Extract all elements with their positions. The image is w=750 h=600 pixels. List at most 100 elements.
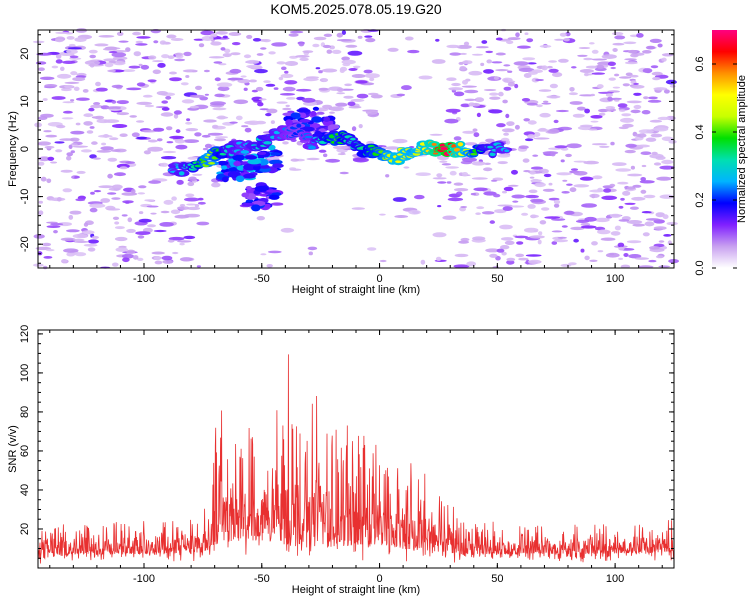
noise-speckle	[618, 126, 629, 130]
noise-speckle	[624, 149, 636, 154]
noise-speckle	[55, 31, 69, 34]
noise-speckle	[610, 231, 621, 236]
noise-speckle	[153, 40, 159, 44]
noise-speckle	[513, 61, 529, 66]
noise-speckle	[184, 197, 200, 202]
noise-speckle	[568, 92, 579, 96]
noise-speckle	[458, 240, 470, 244]
noise-speckle	[499, 224, 513, 230]
noise-speckle	[74, 37, 87, 42]
noise-speckle	[537, 239, 542, 245]
noise-speckle	[57, 222, 72, 227]
noise-speckle	[591, 72, 605, 75]
signal-blob	[257, 151, 267, 155]
noise-speckle	[488, 109, 503, 114]
noise-speckle	[87, 247, 96, 252]
noise-speckle	[600, 237, 616, 241]
noise-speckle	[157, 62, 166, 68]
noise-speckle	[154, 260, 163, 265]
noise-speckle	[524, 227, 539, 233]
noise-speckle	[592, 175, 603, 180]
noise-speckle	[258, 98, 267, 101]
noise-speckle	[583, 57, 593, 61]
noise-speckle	[607, 61, 617, 66]
noise-speckle	[42, 98, 48, 101]
noise-speckle	[301, 97, 316, 103]
signal-blob	[266, 166, 278, 174]
noise-speckle	[503, 86, 512, 91]
noise-speckle	[161, 100, 168, 104]
colorbar-tick-label: 0.0	[694, 260, 706, 275]
noise-speckle	[216, 82, 233, 88]
noise-speckle	[514, 235, 529, 239]
noise-speckle	[526, 38, 534, 43]
noise-speckle	[246, 120, 261, 126]
noise-speckle	[644, 221, 655, 227]
noise-speckle	[121, 192, 138, 196]
noise-speckle	[66, 155, 72, 161]
noise-speckle	[625, 143, 637, 148]
noise-speckle	[623, 253, 629, 257]
noise-speckle	[649, 38, 662, 44]
noise-speckle	[169, 135, 185, 139]
noise-speckle	[605, 252, 620, 258]
noise-speckle	[642, 50, 652, 54]
noise-speckle	[55, 54, 62, 59]
noise-speckle	[435, 38, 440, 42]
noise-speckle	[302, 50, 314, 53]
noise-speckle	[173, 113, 179, 119]
noise-speckle	[515, 253, 525, 258]
noise-speckle	[481, 40, 488, 44]
noise-speckle	[122, 253, 134, 259]
noise-speckle	[227, 77, 244, 81]
noise-speckle	[396, 93, 406, 97]
noise-speckle	[70, 99, 75, 102]
noise-speckle	[511, 194, 526, 199]
noise-speckle	[460, 103, 471, 108]
noise-speckle	[256, 53, 264, 56]
noise-speckle	[550, 151, 556, 157]
noise-speckle	[351, 74, 366, 78]
noise-speckle	[321, 68, 338, 73]
x-tick-label: 50	[491, 573, 503, 585]
noise-speckle	[75, 198, 86, 202]
noise-speckle	[56, 73, 72, 79]
figure-title: KOM5.2025.078.05.19.G20	[270, 1, 441, 17]
noise-speckle	[516, 241, 524, 245]
noise-speckle	[151, 251, 165, 255]
noise-speckle	[137, 235, 145, 239]
noise-speckle	[663, 89, 670, 94]
noise-speckle	[104, 62, 114, 68]
noise-speckle	[468, 70, 483, 76]
noise-speckle	[554, 38, 565, 41]
signal-blob	[259, 167, 271, 173]
signal-blob	[227, 171, 241, 178]
noise-speckle	[97, 134, 113, 138]
noise-speckle	[169, 77, 182, 82]
snr-xlabel: Height of straight line (km)	[292, 584, 420, 596]
noise-speckle	[507, 81, 515, 87]
signal-blob	[233, 160, 241, 167]
noise-speckle	[473, 187, 488, 192]
noise-speckle	[62, 110, 73, 114]
noise-speckle	[527, 120, 537, 125]
noise-speckle	[626, 100, 642, 104]
noise-speckle	[215, 31, 228, 35]
noise-speckle	[208, 56, 225, 59]
noise-speckle	[560, 263, 572, 267]
noise-speckle	[448, 87, 464, 91]
noise-speckle	[462, 79, 468, 85]
noise-speckle	[179, 257, 193, 262]
noise-speckle	[579, 69, 595, 73]
noise-speckle	[183, 51, 192, 57]
noise-speckle	[633, 82, 639, 85]
noise-speckle	[69, 137, 80, 142]
noise-speckle	[280, 73, 294, 78]
noise-speckle	[657, 116, 670, 121]
noise-speckle	[306, 157, 320, 161]
noise-speckle	[60, 66, 65, 72]
noise-speckle	[84, 60, 101, 66]
noise-speckle	[489, 253, 498, 258]
noise-speckle	[35, 61, 47, 65]
noise-speckle	[569, 187, 577, 193]
